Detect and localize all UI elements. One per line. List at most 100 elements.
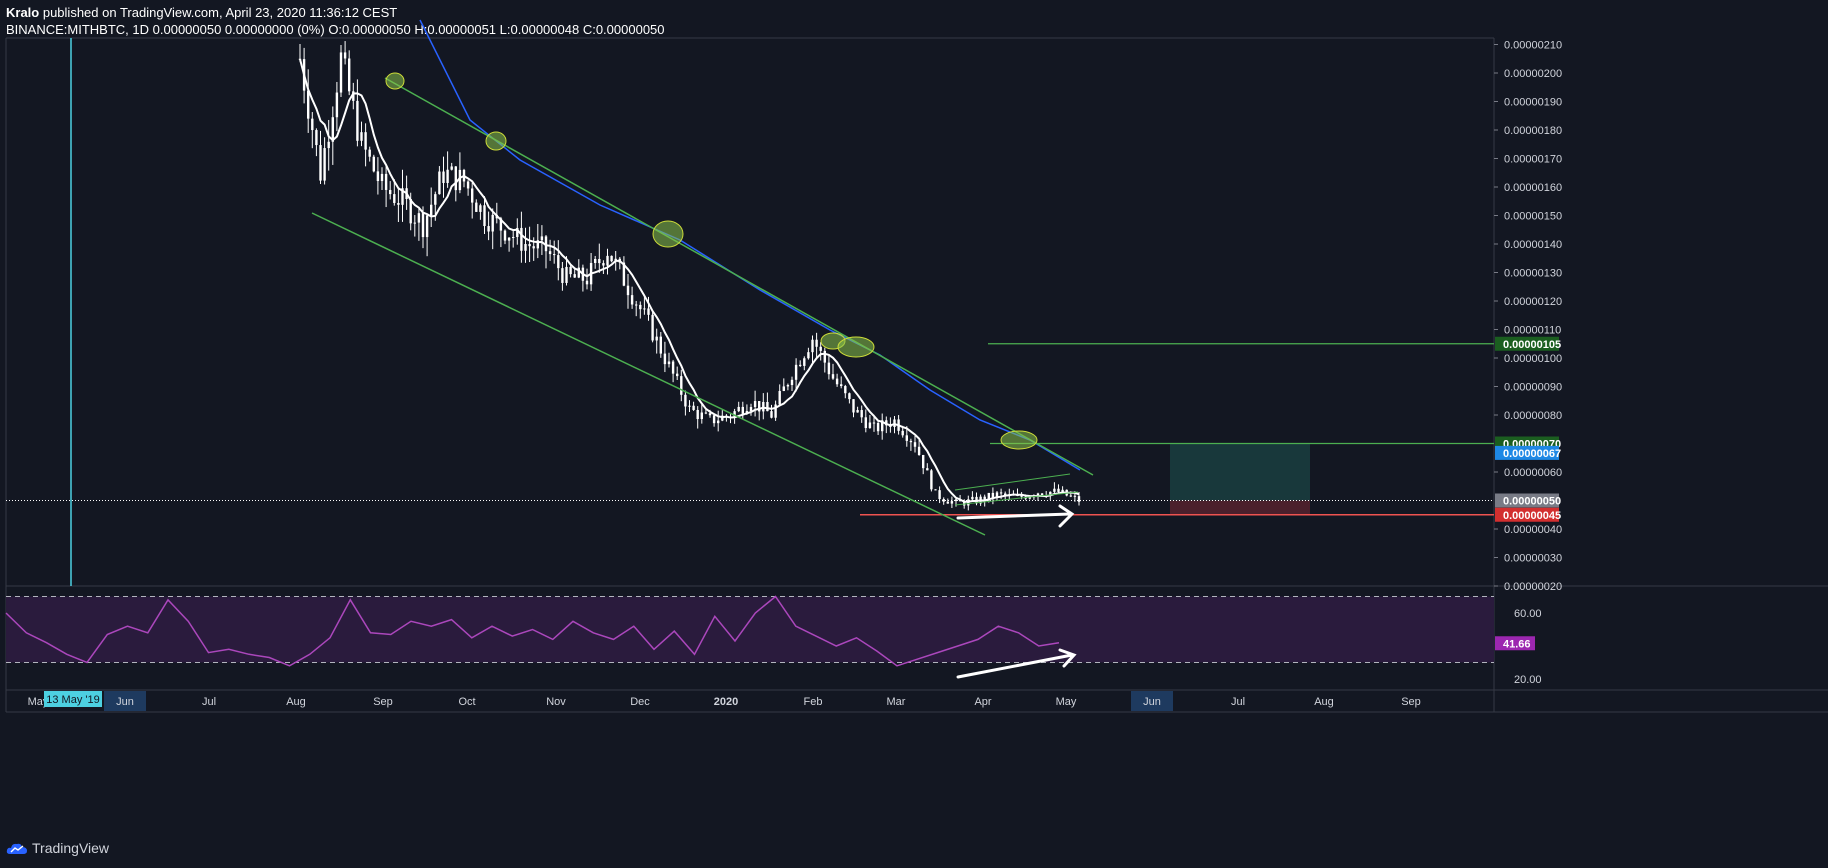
- candle-body: [963, 501, 966, 506]
- candle-body: [483, 205, 486, 227]
- candle-body: [421, 213, 425, 238]
- candle-body: [790, 379, 794, 386]
- channel-lower-line: [311, 212, 986, 536]
- price-tick-label: 0.00000110: [1504, 325, 1561, 337]
- price-tick-label: 0.00000020: [1504, 581, 1562, 593]
- candle-body: [434, 194, 437, 205]
- candle-body: [971, 496, 974, 500]
- candle-body: [770, 411, 773, 418]
- candle-body: [749, 407, 753, 412]
- time-label: Aug: [286, 696, 306, 708]
- candle-body: [930, 470, 933, 490]
- candle-body: [466, 181, 470, 189]
- price-label-target: 0.00000105: [1503, 339, 1561, 351]
- candle-body: [819, 346, 822, 351]
- ohlc-line: BINANCE:MITHBTC, 1D 0.00000050 0.0000000…: [6, 21, 665, 38]
- price-tick-label: 0.00000100: [1504, 353, 1562, 365]
- time-label: Feb: [804, 696, 823, 708]
- candle-body: [438, 171, 441, 195]
- price-tick-label: 0.00000080: [1504, 410, 1562, 422]
- candle-body: [1040, 493, 1044, 496]
- candle-body: [368, 149, 371, 157]
- candle-body: [565, 266, 568, 283]
- candle-body: [946, 501, 949, 504]
- rsi-tick-label: 60.00: [1514, 608, 1542, 620]
- candle-body: [667, 361, 671, 365]
- candle-body: [413, 222, 416, 224]
- candle-body: [848, 393, 851, 400]
- time-label: Sep: [373, 696, 393, 708]
- candle-body: [909, 440, 913, 443]
- time-label: Nov: [546, 696, 566, 708]
- candle-body: [995, 492, 999, 498]
- candle-body: [688, 405, 691, 407]
- rsi-line: [5, 595, 1060, 667]
- tradingview-logo[interactable]: TradingView: [6, 840, 109, 856]
- candle-body: [799, 364, 802, 366]
- candle-body: [450, 166, 453, 170]
- candle-body: [343, 52, 347, 59]
- drawings: [6, 72, 1494, 536]
- price-tick-label: 0.00000060: [1504, 467, 1562, 479]
- candle-body: [520, 227, 523, 251]
- candle-body: [335, 92, 339, 118]
- price-label-bg: [1495, 445, 1559, 460]
- candle-body: [671, 361, 675, 374]
- candle-body: [311, 118, 314, 131]
- candle-body: [922, 454, 925, 469]
- price-tick-label: 0.00000170: [1504, 154, 1562, 166]
- candle-body: [635, 304, 638, 306]
- candle-body: [471, 188, 474, 203]
- candle-body: [831, 374, 835, 379]
- time-label: Aug: [1314, 696, 1334, 708]
- high-label: H:: [414, 22, 428, 37]
- candle-body: [868, 422, 872, 429]
- candle-body: [926, 468, 929, 471]
- symbol-label[interactable]: BINANCE:MITHBTC, 1D: [6, 22, 150, 37]
- price-tick-label: 0.00000130: [1504, 268, 1562, 280]
- price-tick-label: 0.00000090: [1504, 382, 1562, 394]
- price-tick-label: 0.00000180: [1504, 125, 1562, 137]
- candle-body: [758, 401, 761, 412]
- candle-body: [684, 394, 687, 407]
- close-value: 0.00000050: [595, 22, 665, 37]
- candle-body: [1004, 493, 1007, 496]
- candle-body: [864, 417, 867, 429]
- low-value: 0.00000048: [510, 22, 580, 37]
- price-label-last: 0.00000050: [1503, 496, 1561, 508]
- candle-body: [856, 410, 859, 413]
- price-tick-label: 0.00000120: [1504, 296, 1562, 308]
- candle-body: [901, 430, 904, 436]
- candle-body: [676, 373, 679, 377]
- time-highlight-bg: [1131, 691, 1173, 711]
- rsi-pane: [5, 595, 1494, 679]
- candle-body: [704, 412, 708, 414]
- candle-body: [524, 244, 527, 251]
- candle-body: [753, 401, 757, 408]
- candle-body: [1077, 496, 1081, 502]
- candle-body: [573, 274, 576, 278]
- candle-body: [544, 236, 548, 252]
- price-label-bg: [1495, 336, 1559, 351]
- time-label: Mar: [887, 696, 906, 708]
- candle-body: [913, 442, 917, 447]
- price-tick-label: 0.00000030: [1504, 553, 1562, 565]
- time-label: Jul: [202, 696, 216, 708]
- candle-body: [516, 227, 519, 238]
- candle-body: [626, 285, 630, 296]
- candle-body: [905, 435, 908, 441]
- ma-fast-line: [299, 58, 1080, 503]
- candle-body: [339, 52, 343, 93]
- candle-body: [708, 413, 712, 416]
- rsi-band-fill: [6, 596, 1494, 663]
- candle-body: [643, 308, 646, 310]
- candle-body: [499, 218, 503, 231]
- wedge-upper-line: [954, 473, 1071, 491]
- candle-body: [503, 230, 507, 241]
- candle-body: [606, 255, 609, 266]
- time-label: May: [28, 696, 49, 708]
- candle-body: [425, 215, 429, 238]
- candle-body: [389, 189, 392, 195]
- author-name[interactable]: Kralo: [6, 5, 40, 20]
